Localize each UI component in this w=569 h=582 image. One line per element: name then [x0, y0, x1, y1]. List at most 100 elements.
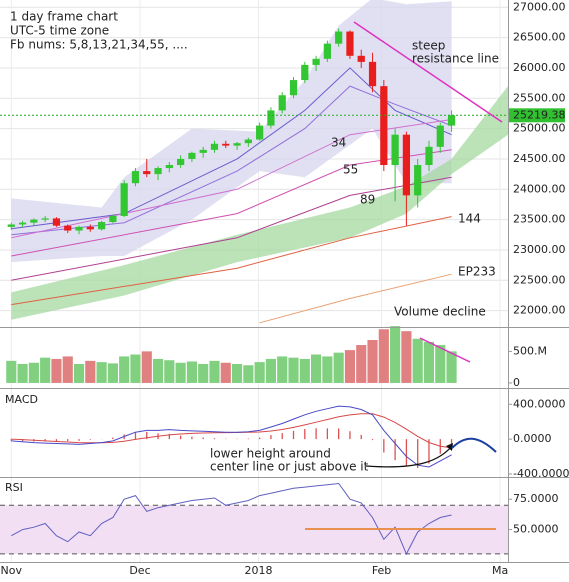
signal-line: [11, 413, 452, 449]
indicator-line: [11, 85, 452, 236]
volume-bar: [390, 326, 401, 383]
volume-bar: [119, 356, 130, 383]
volume-bar: [175, 362, 186, 383]
candle-body: [109, 215, 117, 223]
volume-bar: [435, 345, 446, 383]
volume-bar: [6, 360, 17, 383]
candle-body: [64, 225, 72, 231]
annotation: 55: [343, 163, 358, 177]
candle-body: [323, 43, 331, 59]
candle-body: [86, 226, 94, 230]
volume-bar: [401, 331, 412, 383]
volume-bar: [333, 352, 344, 383]
candle-body: [256, 125, 264, 140]
annotation: 144: [458, 212, 481, 226]
y-tick-label: -400.0000: [513, 467, 569, 480]
candle-body: [357, 55, 365, 62]
volume-bar: [231, 364, 243, 383]
candle-body: [346, 31, 354, 56]
volume-bar: [209, 360, 220, 383]
volume-bar: [96, 362, 107, 383]
volume-bar: [344, 350, 356, 383]
candle-body: [222, 143, 230, 146]
candle-body: [425, 146, 433, 166]
y-tick-label: 0: [513, 376, 520, 389]
volume-bar: [164, 360, 175, 383]
candle-body: [402, 134, 411, 196]
volume-bar: [62, 356, 73, 383]
candle-body: [165, 165, 173, 169]
candle-body: [301, 64, 309, 81]
last-price-label: 25219.38: [513, 108, 566, 121]
annotation: steep: [412, 39, 445, 53]
y-tick-label: 22000.00: [513, 304, 566, 317]
candle-body: [380, 86, 388, 166]
panel-title: MACD: [5, 393, 38, 406]
annotation: Fb nums: 5,8,13,21,34,55, ....: [10, 38, 188, 52]
y-tick-label: 22500.00: [513, 273, 566, 286]
volume-bar: [356, 345, 367, 383]
y-tick-label: 50.0000: [513, 523, 559, 536]
volume-bar: [412, 338, 423, 383]
y-tick-label: 23500.00: [513, 213, 566, 226]
candle-body: [18, 222, 27, 225]
volume-bar: [243, 365, 254, 383]
candle-body: [120, 183, 128, 216]
indicator-line: [11, 149, 452, 257]
volume-bar: [186, 361, 197, 383]
volume-decline-line: [419, 337, 471, 363]
candle-body: [312, 58, 320, 65]
indicator-line: [11, 176, 452, 281]
candle-body: [335, 31, 343, 44]
volume-bar: [299, 358, 310, 383]
candle-body: [244, 139, 252, 144]
volume-bar: [141, 351, 152, 383]
y-tick-label: 26000.00: [513, 61, 566, 74]
volume-bar: [277, 356, 288, 383]
volume-bar: [311, 354, 322, 383]
candle-body: [414, 165, 422, 196]
y-tick-label: 25000.00: [513, 122, 566, 135]
candle-body: [97, 222, 106, 230]
volume-bar: [28, 362, 39, 383]
candle-body: [210, 143, 219, 150]
resistance-line: [353, 21, 503, 123]
y-tick-label: 26500.00: [513, 31, 566, 44]
panel-title: RSI: [5, 481, 23, 494]
annotation: 34: [331, 136, 346, 150]
volume-bar: [198, 364, 209, 383]
y-tick-label: 0.0000: [513, 432, 552, 445]
annotation: EP233: [458, 265, 496, 279]
volume-bar: [322, 356, 333, 383]
annotation: 89: [360, 193, 375, 207]
x-tick-label: Feb: [372, 564, 391, 577]
indicator-line: [259, 273, 452, 324]
x-tick-label: Nov: [1, 564, 23, 577]
y-tick-label: 24500.00: [513, 152, 566, 165]
candle-body: [447, 115, 456, 126]
volume-bar: [130, 354, 141, 383]
volume-bar: [40, 357, 51, 383]
volume-bar: [17, 364, 28, 383]
candle-body: [7, 224, 15, 227]
volume-bar: [378, 329, 389, 383]
y-tick-label: 75.0000: [513, 492, 559, 505]
x-tick-label: 2018: [245, 564, 273, 577]
arrow: [365, 445, 453, 468]
candle-body: [278, 95, 286, 111]
candle-body: [41, 218, 49, 220]
volume-bar: [220, 362, 231, 383]
volume-bar: [288, 357, 299, 383]
annotation: Volume decline: [394, 305, 486, 319]
volume-bar: [152, 358, 164, 383]
candle-body: [391, 134, 399, 166]
candle-body: [233, 143, 241, 146]
candle-body: [131, 171, 140, 184]
indicator-line: [11, 216, 452, 306]
y-tick-label: 23000.00: [513, 243, 566, 256]
annotation: center line or just above it: [210, 460, 369, 474]
annotation: resistance line: [412, 52, 499, 66]
volume-bar: [51, 358, 62, 383]
